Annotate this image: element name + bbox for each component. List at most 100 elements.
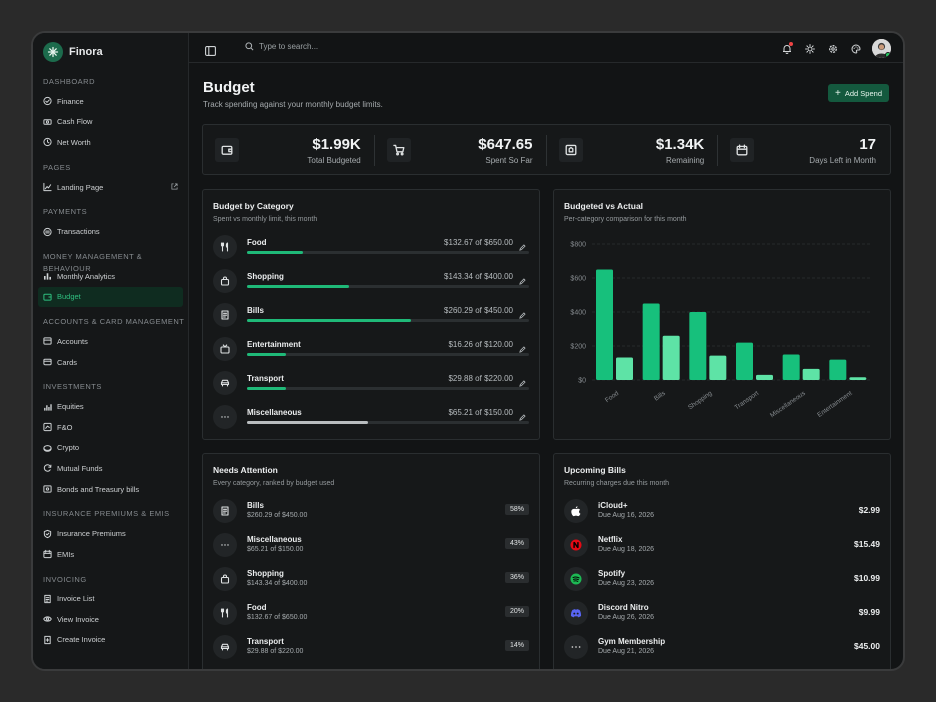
sidebar-item-cards[interactable]: Cards	[33, 352, 188, 373]
bill-amount: $9.99	[858, 607, 880, 617]
pencil-icon[interactable]	[519, 272, 526, 290]
bill-row[interactable]: iCloud+ Due Aug 16, 2026 $2.99	[564, 499, 880, 525]
sidebar-item-label: Budget	[57, 292, 81, 302]
avatar[interactable]	[872, 39, 891, 58]
attention-row[interactable]: Food $132.67 of $650.00 20%	[213, 601, 529, 627]
sun-icon[interactable]	[803, 42, 817, 56]
progress-track	[247, 319, 529, 322]
topbar: Type to search...	[189, 33, 903, 63]
add-spend-button[interactable]: + Add Spend	[828, 84, 889, 102]
category-row[interactable]: Shopping $143.34 of $400.00	[213, 269, 529, 295]
palette-icon[interactable]	[849, 42, 863, 56]
sidebar-item-label: Invoice List	[57, 594, 95, 604]
sidebar-item-create-invoice[interactable]: Create Invoice	[33, 630, 188, 651]
pencil-icon[interactable]	[519, 306, 526, 324]
bell-icon[interactable]	[780, 41, 794, 56]
budget-icon	[43, 292, 52, 301]
sidebar-item-insurance-premiums[interactable]: Insurance Premiums	[33, 523, 188, 544]
page-subtitle: Track spending against your monthly budg…	[203, 100, 383, 109]
bill-row[interactable]: Spotify Due Aug 23, 2026 $10.99	[564, 567, 880, 593]
sidebar-item-accounts[interactable]: Accounts	[33, 331, 188, 352]
fork-knife-icon	[213, 235, 237, 259]
sidebar-item-emis[interactable]: EMIs	[33, 544, 188, 565]
search-box[interactable]: Type to search...	[245, 42, 318, 51]
accounts-icon	[43, 337, 52, 346]
receipt-icon	[558, 138, 583, 162]
progress-track	[247, 285, 529, 288]
gear-icon[interactable]	[826, 42, 840, 56]
sidebar-item-f-o[interactable]: F&O	[33, 417, 188, 438]
brand[interactable]: Finora	[33, 33, 188, 71]
category-name: Miscellaneous	[247, 408, 302, 417]
percent-badge: 36%	[504, 572, 529, 583]
progress-fill	[247, 285, 349, 288]
dots-icon	[213, 533, 237, 557]
attention-name: Bills	[247, 501, 264, 510]
chart-bar	[802, 368, 820, 380]
sidebar-item-mutual-funds[interactable]: Mutual Funds	[33, 458, 188, 479]
sidebar-item-budget[interactable]: Budget	[38, 286, 183, 308]
progress-fill	[247, 319, 411, 322]
sidebar-item-landing-page[interactable]: Landing Page	[33, 177, 188, 198]
sidebar-item-label: Create Invoice	[57, 635, 106, 645]
eye-icon	[43, 615, 52, 624]
bill-row[interactable]: Netflix Due Aug 18, 2026 $15.49	[564, 533, 880, 559]
progress-fill	[247, 421, 369, 424]
progress-track	[247, 353, 529, 356]
spotify-icon	[564, 567, 588, 591]
progress-fill	[247, 387, 287, 390]
upcoming-bills-card: Upcoming Bills Recurring charges due thi…	[553, 453, 891, 669]
page-title: Budget	[203, 79, 255, 96]
category-name: Entertainment	[247, 340, 301, 349]
chart-bar	[616, 357, 633, 380]
main-content: Budget Track spending against your month…	[189, 64, 903, 669]
pencil-icon[interactable]	[519, 238, 526, 256]
bill-row[interactable]: Gym Membership Due Aug 21, 2026 $45.00	[564, 635, 880, 661]
sidebar-item-label: Cards	[57, 357, 78, 367]
y-tick-label: $400	[570, 310, 586, 317]
card-icon	[43, 358, 52, 367]
sidebar-item-cash-flow[interactable]: Cash Flow	[33, 112, 188, 133]
sidebar-item-transactions[interactable]: Transactions	[33, 221, 188, 242]
sidebar-item-crypto[interactable]: Crypto	[33, 438, 188, 459]
bill-name: Gym Membership	[598, 637, 666, 646]
chart-line-icon	[43, 182, 52, 192]
pencil-icon[interactable]	[519, 340, 526, 358]
progress-track	[247, 421, 529, 424]
y-tick-label: $0	[578, 378, 586, 385]
sidebar: Finora DASHBOARD Finance Cash Flow Net Wort…	[33, 33, 189, 669]
category-row[interactable]: Entertainment $16.26 of $120.00	[213, 337, 529, 363]
pencil-icon[interactable]	[519, 374, 526, 392]
attention-row[interactable]: Bills $260.29 of $450.00 58%	[213, 499, 529, 525]
pencil-icon[interactable]	[519, 408, 526, 426]
fork-knife-icon	[213, 601, 237, 625]
category-row[interactable]: Transport $29.88 of $220.00	[213, 371, 529, 397]
sidebar-item-equities[interactable]: Equities	[33, 396, 188, 417]
card-title: Needs Attention	[213, 465, 278, 475]
category-row[interactable]: Miscellaneous $65.21 of $150.00	[213, 405, 529, 431]
notification-dot	[789, 41, 793, 46]
sidebar-item-bonds-and-treasury-bills[interactable]: Bonds and Treasury bills	[33, 479, 188, 500]
search-input[interactable]: Type to search...	[259, 42, 319, 51]
category-row[interactable]: Food $132.67 of $650.00	[213, 235, 529, 261]
sidebar-item-finance[interactable]: Finance	[33, 91, 188, 112]
category-row[interactable]: Bills $260.29 of $450.00	[213, 303, 529, 329]
sidebar-item-monthly-analytics[interactable]: Monthly Analytics	[33, 266, 188, 287]
apple-icon	[564, 499, 588, 523]
progress-track	[247, 387, 529, 390]
sidebar-item-invoice-list[interactable]: Invoice List	[33, 589, 188, 610]
sidebar-item-net-worth[interactable]: Net Worth	[33, 132, 188, 153]
attention-row[interactable]: Transport $29.88 of $220.00 14%	[213, 635, 529, 661]
bill-row[interactable]: Discord Nitro Due Aug 26, 2026 $9.99	[564, 601, 880, 627]
sidebar-item-view-invoice[interactable]: View Invoice	[33, 609, 188, 630]
attention-row[interactable]: Miscellaneous $65.21 of $150.00 43%	[213, 533, 529, 559]
attention-row[interactable]: Shopping $143.34 of $400.00 36%	[213, 567, 529, 593]
bill-name: iCloud+	[598, 501, 628, 510]
progress-track	[247, 251, 529, 254]
sidebar-toggle-icon[interactable]	[205, 43, 216, 61]
attention-amount: $65.21 of $150.00	[247, 546, 304, 553]
card-subtitle: Spent vs monthly limit, this month	[213, 216, 318, 223]
chart-bar	[689, 312, 707, 380]
car-icon	[213, 635, 237, 659]
category-amount: $16.26 of $120.00	[448, 340, 513, 349]
